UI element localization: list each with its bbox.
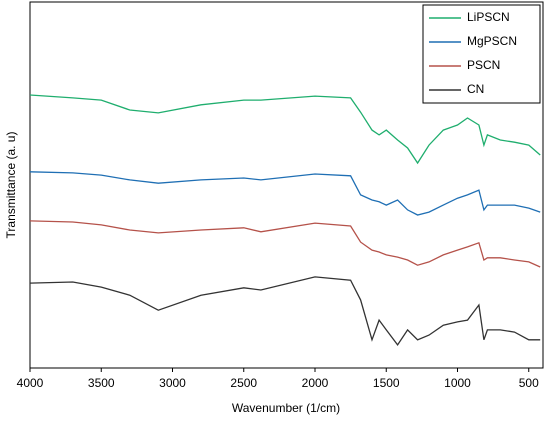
series-line [29,276,541,347]
plot-frame [29,1,544,369]
y-axis-label: Transmittance (a. u) [4,132,18,239]
x-tick-label: 1000 [444,376,471,390]
series-line [29,94,541,165]
x-tick-label: 4000 [17,376,44,390]
legend-label: PSCN [467,58,500,72]
x-tick-label: 3000 [159,376,186,390]
legend-box [422,4,541,104]
legend-label: LiPSCN [467,10,510,24]
x-tick-label: 500 [519,376,539,390]
x-tick-label: 3500 [88,376,115,390]
x-axis-label: Wavenumber (1/cm) [232,401,340,415]
x-tick-label: 2500 [230,376,257,390]
series-line [29,171,541,216]
series-line [29,220,541,268]
legend-label: CN [467,82,484,96]
legend-label: MgPSCN [467,34,517,48]
x-tick-label: 1500 [373,376,400,390]
x-tick-label: 2000 [302,376,329,390]
